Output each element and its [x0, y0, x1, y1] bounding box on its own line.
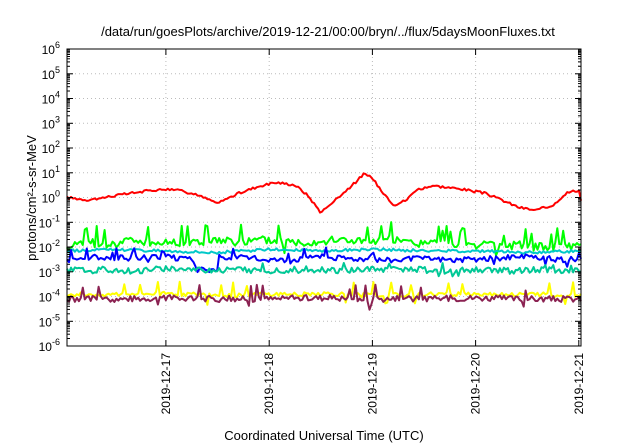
x-tick-label: 2019-12-20: [469, 353, 483, 415]
y-tick-label: 10-3: [39, 263, 60, 280]
series-line-3: [66, 247, 582, 255]
y-tick-label: 100: [42, 189, 60, 206]
y-axis-label-text: protons/cm²-s-sr-MeV: [24, 135, 39, 261]
x-tick-label: 2019-12-17: [159, 353, 173, 415]
chart-title: /data/run/goesPlots/archive/2019-12-21/0…: [101, 24, 555, 39]
y-tick-label: 10-4: [39, 288, 60, 305]
y-tick-label: 102: [42, 139, 60, 156]
series-line-1: [66, 172, 582, 214]
series-line-5: [66, 262, 582, 278]
series-line-7: [66, 283, 582, 311]
series-line-6: [66, 280, 582, 306]
x-tick-label: 2019-12-21: [572, 353, 586, 415]
y-tick-label: 101: [42, 164, 60, 181]
y-tick-label: 104: [42, 90, 60, 107]
y-tick-label: 10-2: [39, 238, 60, 255]
y-tick-label: 10-6: [39, 337, 60, 354]
y-tick-label: 10-1: [39, 213, 60, 230]
axis-ticks: 2019-12-17 2019-12-18 2019-12-19 2019-12-20…: [39, 40, 586, 414]
series-line-4: [66, 246, 582, 274]
x-axis-label: Coordinated Universal Time (UTC): [224, 428, 423, 443]
y-tick-label: 10-5: [39, 312, 60, 329]
y-tick-label: 103: [42, 114, 60, 131]
y-tick-label: 105: [42, 65, 60, 82]
y-axis-label: protons/cm²-s-sr-MeV: [24, 135, 39, 261]
x-tick-label: 2019-12-19: [365, 353, 379, 415]
y-tick-label: 106: [42, 40, 60, 57]
series-group: [66, 172, 582, 311]
x-tick-label: 2019-12-18: [262, 353, 276, 415]
